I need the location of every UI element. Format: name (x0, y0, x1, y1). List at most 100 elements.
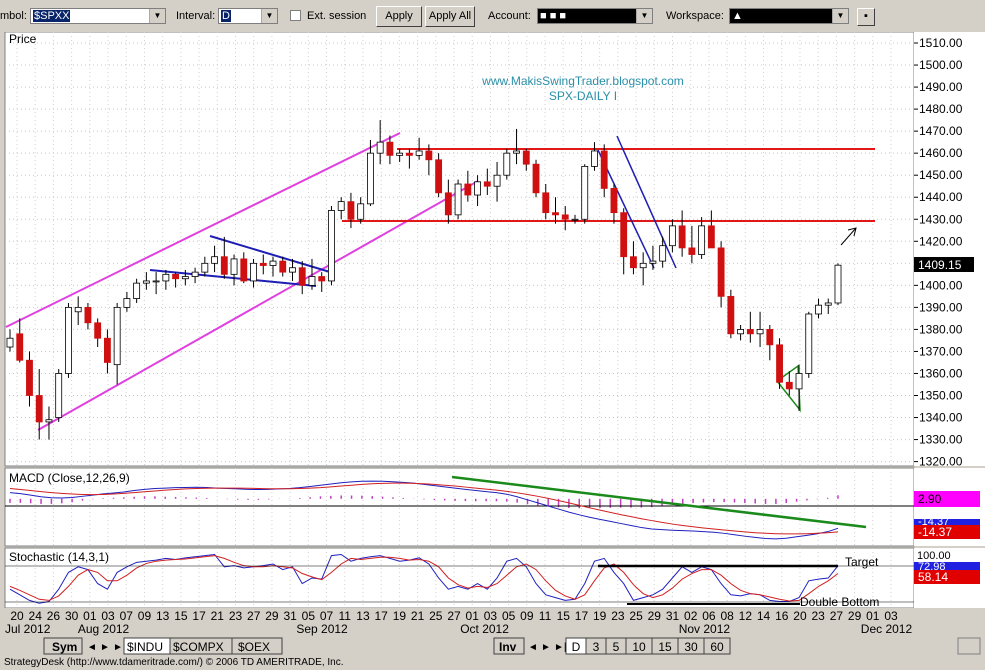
pennant-lower-line (149, 269, 317, 287)
candle-body (240, 258, 248, 282)
x-tick-label: 23 (229, 609, 243, 623)
scroll-end-icon[interactable]: ►| (113, 642, 126, 653)
interval-dropdown[interactable]: D ▼ (218, 8, 278, 24)
chevron-down-icon[interactable]: ▼ (636, 9, 652, 23)
ext-session-checkbox[interactable] (290, 10, 301, 21)
inv-scroll-right-icon[interactable]: ► (541, 642, 551, 653)
price-panel-title: Price (9, 32, 37, 46)
candle-body (581, 165, 589, 220)
account-value: ■ ■ ■ (540, 10, 567, 22)
stochastic-scale-label: 100.00 (917, 550, 951, 562)
y-tick-label: 1350.00 (919, 389, 963, 403)
inv-scroll-left-icon[interactable]: ◄ (528, 642, 538, 653)
y-tick-label: 1390.00 (919, 300, 963, 314)
candle-body (308, 276, 316, 286)
x-tick-label: 15 (557, 609, 571, 623)
x-tick-label: 09 (520, 609, 534, 623)
y-tick-label: 1340.00 (919, 411, 963, 425)
candle-body (415, 150, 423, 156)
x-tick-label: 05 (502, 609, 516, 623)
y-tick-label: 1330.00 (919, 433, 963, 447)
account-label: Account: (488, 10, 531, 22)
interval-tab-label: 30 (684, 640, 698, 654)
interval-tab-label: 3 (593, 640, 600, 654)
workspace-label: Workspace: (666, 10, 724, 22)
x-tick-label: 12 (739, 609, 753, 623)
candle-body (425, 150, 433, 161)
candle-body (289, 267, 296, 273)
candle-body (35, 395, 43, 423)
workspace-save-button[interactable]: ▪ (857, 8, 875, 26)
inv-scroll-end-icon[interactable]: ►| (554, 642, 567, 653)
inv-button[interactable] (493, 637, 525, 655)
x-tick-label: 01 (83, 609, 97, 623)
interval-label: Interval: (176, 10, 216, 22)
interval-value: D (221, 10, 231, 22)
x-tick-label: 13 (356, 609, 370, 623)
y-tick-label: 1420.00 (919, 234, 963, 248)
candle-body (396, 152, 404, 156)
interval-tab-label: 5 (613, 640, 620, 654)
candle-body (367, 152, 374, 205)
chevron-down-icon[interactable]: ▼ (261, 9, 277, 23)
candle-body (250, 262, 257, 282)
candle-body (493, 174, 501, 187)
y-tick-label: 1370.00 (919, 344, 963, 358)
candle-body (386, 141, 394, 156)
macd-line-tag (914, 519, 980, 525)
chart-area: 1320.00 1330.00 1340.00 1350.00 1360.00 1370.… (0, 31, 985, 656)
channel-upper-line (5, 132, 401, 328)
macd-signal-line (9, 482, 839, 535)
y-tick-label: 1490.00 (919, 80, 963, 94)
candle-body (795, 373, 803, 390)
y-tick-label: 1480.00 (919, 102, 963, 116)
candle-body (318, 276, 326, 282)
pennant-upper-line (209, 235, 331, 273)
tab-oex[interactable] (231, 637, 283, 655)
x-tick-label: 17 (374, 609, 388, 623)
candle-body (552, 212, 559, 216)
candle-body (805, 313, 813, 374)
candle-body (756, 329, 764, 335)
double-bottom-label: Double Bottom (800, 595, 879, 609)
candle-body (279, 260, 287, 273)
candle-body (474, 181, 481, 196)
interval-tab[interactable] (703, 637, 731, 655)
arrow-head-icon (847, 227, 857, 237)
window-restore-button[interactable] (957, 637, 981, 655)
x-tick-label: 03 (484, 609, 498, 623)
candle-body (65, 306, 72, 374)
candle-body (727, 295, 735, 335)
y-tick-label: 1460.00 (919, 146, 963, 160)
candle-body (45, 419, 53, 423)
account-dropdown[interactable]: ■ ■ ■ ▼ (537, 8, 653, 24)
candle-body (6, 337, 14, 348)
sym-button[interactable] (43, 637, 83, 655)
macd-title: MACD (Close,12,26,9) (9, 471, 130, 485)
apply-all-button[interactable]: Apply All (425, 6, 475, 27)
candle-body (630, 256, 637, 269)
candle-body (698, 225, 706, 255)
candle-body (357, 203, 365, 220)
symbol-dropdown[interactable]: $SPXX ▼ (30, 8, 166, 24)
candle-body (571, 218, 579, 221)
apply-button[interactable]: Apply (376, 6, 422, 27)
chevron-down-icon[interactable]: ▼ (149, 9, 165, 23)
price-axis (914, 32, 985, 466)
candle-body (74, 306, 82, 313)
candle-body (172, 273, 180, 280)
candle-body (834, 264, 842, 304)
chevron-down-icon[interactable]: ▼ (832, 9, 848, 23)
stochastic-d-line (9, 555, 839, 602)
scroll-right-icon[interactable]: ► (100, 642, 110, 653)
scroll-left-icon[interactable]: ◄ (87, 642, 97, 653)
candle-body (405, 152, 413, 156)
x-tick-label: 11 (339, 609, 352, 623)
x-tick-label: 07 (320, 609, 334, 623)
sym-button-label: Sym (52, 640, 77, 654)
workspace-dropdown[interactable]: ▲ ▼ (729, 8, 849, 24)
x-tick-label: 16 (775, 609, 789, 623)
candle-body (84, 306, 92, 324)
stochastic-k-tag (914, 562, 980, 570)
candle-body (688, 247, 696, 255)
